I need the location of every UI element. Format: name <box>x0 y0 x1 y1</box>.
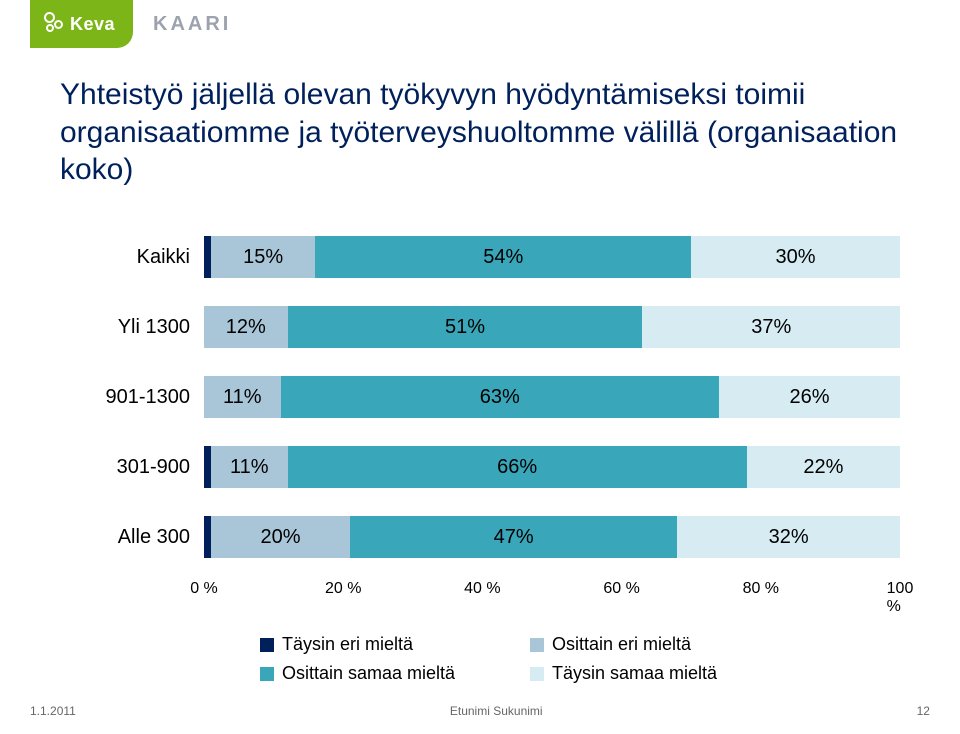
x-axis: 0 %20 %40 %60 %80 %100 % <box>60 580 900 604</box>
footer-date: 1.1.2011 <box>30 704 76 718</box>
chart-row: 301-90011%66%22% <box>60 440 900 494</box>
bar-segment: 66% <box>288 446 747 488</box>
chart-row: 901-130011%63%26% <box>60 370 900 424</box>
row-label: 301-900 <box>60 456 204 479</box>
footer-author: Etunimi Sukunimi <box>450 704 543 718</box>
bar-segment: 30% <box>691 236 900 278</box>
bar-segment: 54% <box>315 236 691 278</box>
legend-item: Osittain samaa mieltä <box>260 663 490 684</box>
legend-swatch <box>530 667 544 681</box>
bar-segment: 32% <box>677 516 900 558</box>
header: Keva KAARI <box>0 0 960 48</box>
legend-item: Täysin samaa mieltä <box>530 663 760 684</box>
bar: 11%66%22% <box>204 446 900 488</box>
legend-label: Täysin samaa mieltä <box>552 663 717 684</box>
page-title: Yhteistyö jäljellä olevan työkyvyn hyödy… <box>60 76 900 189</box>
bar-segment: 26% <box>719 376 900 418</box>
legend-swatch <box>260 667 274 681</box>
x-tick: 40 % <box>464 580 500 598</box>
bar: 12%51%37% <box>204 306 900 348</box>
row-label: Alle 300 <box>60 526 204 549</box>
chart: Kaikki15%54%30%Yli 130012%51%37%901-1300… <box>60 230 900 684</box>
row-label: 901-1300 <box>60 386 204 409</box>
x-tick: 80 % <box>743 580 779 598</box>
row-label: Yli 1300 <box>60 316 204 339</box>
legend-item: Osittain eri mieltä <box>530 634 760 655</box>
slide: Keva KAARI Yhteistyö jäljellä olevan työ… <box>0 0 960 734</box>
chart-row: Alle 30020%47%32% <box>60 510 900 564</box>
bar-segment <box>204 516 211 558</box>
bar: 20%47%32% <box>204 516 900 558</box>
bar-segment: 51% <box>288 306 643 348</box>
legend-swatch <box>530 638 544 652</box>
chart-row: Yli 130012%51%37% <box>60 300 900 354</box>
bar: 11%63%26% <box>204 376 900 418</box>
chart-row: Kaikki15%54%30% <box>60 230 900 284</box>
bar-segment: 63% <box>281 376 719 418</box>
bar-segment: 37% <box>642 306 900 348</box>
legend-label: Osittain samaa mieltä <box>282 663 455 684</box>
footer: 1.1.2011 Etunimi Sukunimi 12 <box>30 704 930 718</box>
brand-badge: Keva <box>30 0 133 48</box>
legend-label: Osittain eri mieltä <box>552 634 691 655</box>
brand-icon <box>44 12 62 36</box>
bar-segment <box>204 446 211 488</box>
x-tick: 20 % <box>325 580 361 598</box>
legend-item: Täysin eri mieltä <box>260 634 490 655</box>
legend-label: Täysin eri mieltä <box>282 634 413 655</box>
bar-segment: 22% <box>747 446 900 488</box>
bar-segment: 15% <box>211 236 315 278</box>
legend: Täysin eri mieltä Osittain eri mieltä Osit… <box>260 634 780 684</box>
brand-text: Keva <box>70 14 115 35</box>
bar: 15%54%30% <box>204 236 900 278</box>
footer-page: 12 <box>917 704 930 718</box>
chart-rows: Kaikki15%54%30%Yli 130012%51%37%901-1300… <box>60 230 900 564</box>
row-label: Kaikki <box>60 246 204 269</box>
x-tick: 100 % <box>887 580 914 616</box>
bar-segment: 20% <box>211 516 350 558</box>
x-tick: 60 % <box>603 580 639 598</box>
x-tick: 0 % <box>190 580 218 598</box>
sub-brand: KAARI <box>153 13 231 36</box>
bar-segment: 47% <box>350 516 677 558</box>
bar-segment: 11% <box>211 446 288 488</box>
bar-segment: 12% <box>204 306 288 348</box>
bar-segment <box>204 236 211 278</box>
legend-swatch <box>260 638 274 652</box>
bar-segment: 11% <box>204 376 281 418</box>
